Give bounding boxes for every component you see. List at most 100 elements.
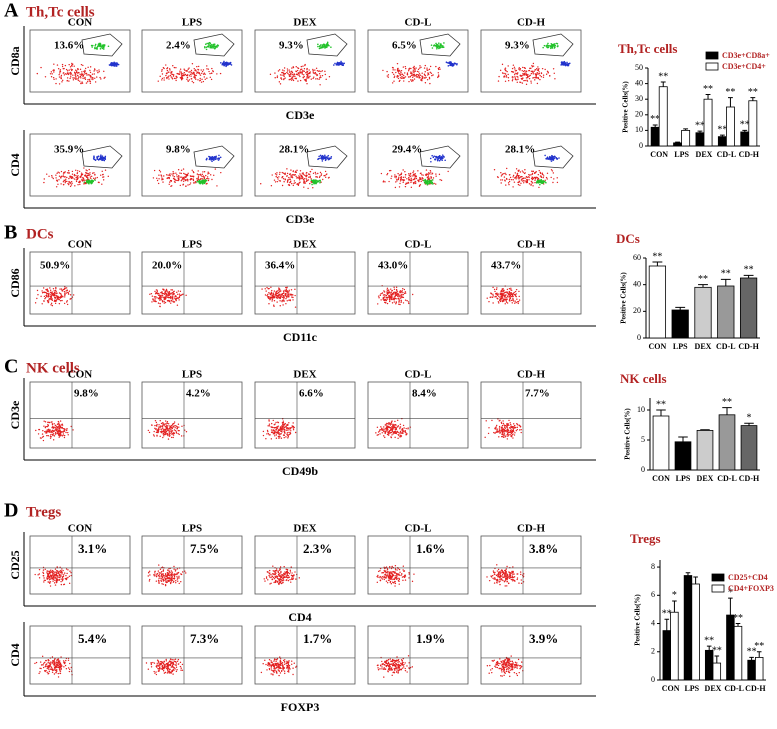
- event-dot: [49, 585, 52, 587]
- event-dot: [176, 426, 179, 428]
- event-dot: [57, 433, 60, 436]
- event-dot: [194, 181, 197, 183]
- event-dot: [380, 292, 382, 295]
- event-dot: [214, 47, 217, 49]
- event-dot: [82, 75, 84, 77]
- event-dot: [281, 177, 283, 179]
- event-dot: [50, 430, 53, 433]
- event-dot: [166, 289, 168, 292]
- event-dot: [269, 583, 271, 585]
- event-dot: [268, 423, 271, 425]
- event-dot: [208, 172, 210, 175]
- event-dot: [419, 74, 422, 76]
- event-dot: [163, 300, 165, 303]
- event-dot: [88, 182, 90, 185]
- event-dot: [394, 297, 397, 300]
- event-dot: [523, 79, 525, 82]
- event-dot: [318, 155, 320, 158]
- event-dot: [542, 74, 545, 76]
- event-dot: [61, 79, 64, 82]
- event-dot: [274, 433, 276, 435]
- event-dot: [38, 577, 41, 579]
- event-dot: [44, 421, 47, 423]
- event-dot: [96, 158, 98, 161]
- event-dot: [212, 70, 214, 72]
- event-dot: [391, 426, 394, 428]
- gate: [193, 145, 235, 169]
- event-dot: [166, 432, 169, 435]
- event-dot: [392, 292, 395, 294]
- event-dot: [86, 174, 89, 177]
- event-dot: [549, 75, 551, 77]
- panel-title: Tregs: [26, 504, 61, 520]
- event-dot: [504, 180, 506, 182]
- event-dot: [541, 67, 544, 70]
- event-dot: [425, 169, 428, 171]
- event-dot: [415, 176, 417, 178]
- event-dot: [427, 178, 430, 180]
- event-dot: [295, 77, 297, 79]
- event-dot: [505, 301, 508, 303]
- event-dot: [191, 178, 193, 180]
- event-dot: [178, 176, 180, 178]
- event-dot: [167, 76, 169, 78]
- event-dot: [509, 433, 511, 436]
- event-dot: [67, 431, 69, 434]
- event-dot: [388, 298, 391, 301]
- event-dot: [276, 577, 279, 580]
- event-dot: [58, 576, 61, 579]
- event-dot: [169, 292, 171, 294]
- event-dot: [502, 430, 504, 432]
- event-dot: [201, 78, 203, 81]
- event-dot: [60, 424, 62, 426]
- flow-plot: [29, 535, 131, 595]
- event-dot: [275, 421, 277, 424]
- event-dot: [161, 576, 164, 579]
- event-dot: [205, 179, 208, 182]
- event-dot: [157, 575, 160, 577]
- event-dot: [404, 291, 407, 293]
- event-dot: [442, 157, 444, 160]
- event-dot: [280, 78, 283, 80]
- event-dot: [161, 177, 163, 179]
- event-dot: [165, 74, 167, 77]
- event-dot: [151, 301, 153, 303]
- event-dot: [62, 296, 64, 298]
- event-dot: [412, 171, 414, 174]
- event-dot: [440, 43, 442, 45]
- event-dot: [512, 179, 514, 181]
- event-dot: [306, 83, 308, 85]
- event-dot: [273, 581, 275, 584]
- event-dot: [411, 175, 413, 177]
- event-dot: [537, 178, 539, 181]
- event-dot: [156, 429, 158, 431]
- event-dot: [61, 290, 63, 292]
- event-dot: [189, 73, 192, 76]
- event-dot: [158, 169, 161, 172]
- event-dot: [518, 68, 520, 70]
- event-dot: [179, 70, 181, 72]
- event-dot: [415, 181, 417, 183]
- event-dot: [496, 431, 498, 433]
- event-dot: [521, 176, 523, 178]
- event-dot: [391, 82, 394, 84]
- group-label: DEX: [293, 239, 316, 251]
- event-dot: [88, 78, 91, 81]
- event-dot: [517, 78, 519, 80]
- event-dot: [72, 77, 74, 79]
- event-dot: [303, 179, 305, 182]
- event-dot: [389, 291, 391, 294]
- event-dot: [52, 570, 54, 573]
- event-dot: [286, 175, 288, 177]
- event-dot: [159, 171, 162, 173]
- event-dot: [35, 429, 37, 432]
- flow-plot: [141, 29, 243, 93]
- event-dot: [181, 179, 183, 181]
- event-dot: [431, 179, 434, 181]
- event-dot: [303, 79, 306, 81]
- event-dot: [281, 184, 284, 187]
- event-dot: [265, 290, 267, 292]
- event-dot: [56, 179, 58, 182]
- event-dot: [154, 299, 156, 301]
- event-dot: [292, 428, 295, 431]
